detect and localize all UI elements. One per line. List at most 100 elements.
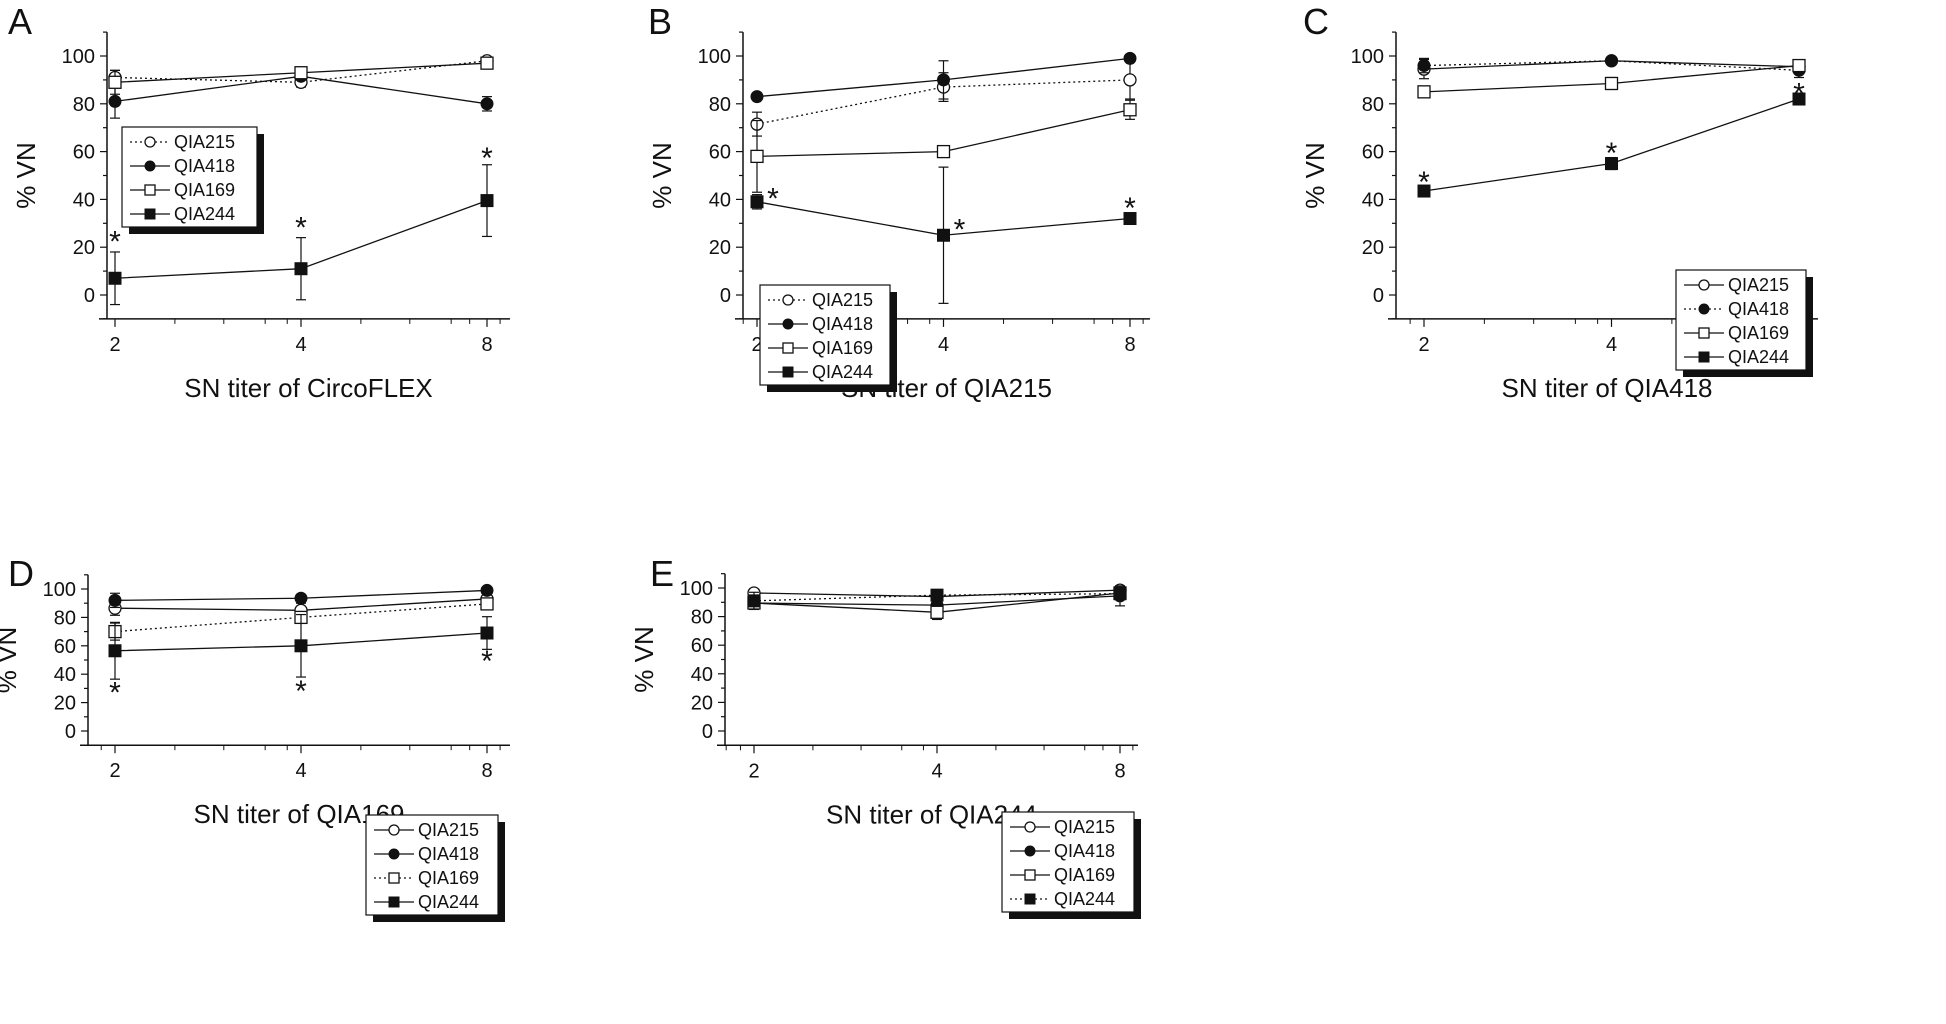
legend: QIA215 QIA418 QIA169 QIA244 [759,284,897,392]
legend-box [1675,269,1807,371]
marker-filled-circle [294,591,308,605]
series-line [753,593,1121,602]
marker-open-square [144,184,156,196]
series-qia244 [750,166,1137,304]
marker-filled-square [747,594,761,608]
y-tick-label: 60 [1362,142,1384,164]
legend-box [759,284,891,386]
x-tick-label: 8 [1114,760,1125,782]
legend-box [1001,811,1135,913]
marker-filled-square [750,195,764,209]
marker-open-square [930,605,944,619]
marker-filled-circle [108,593,122,607]
x-tick-label: 4 [938,334,949,356]
legend-label: QIA169 [174,180,235,200]
y-tick-label: 100 [62,46,95,68]
marker-filled-circle [1024,845,1036,857]
marker-open-circle [1698,279,1710,291]
marker-open-square [1604,76,1619,91]
y-tick-label: 20 [54,693,76,715]
marker-open-circle [1123,73,1137,87]
marker-filled-square [1698,351,1710,363]
legend-box [365,814,499,916]
x-tick-label: 8 [481,760,492,782]
marker-open-square [782,342,794,354]
y-tick-label: 80 [1362,94,1384,116]
marker-open-square [936,144,951,159]
y-axis-title: % VN [1300,142,1330,208]
panel-letter: C [1303,1,1329,42]
significance-star: * [481,645,493,678]
marker-filled-circle [782,318,794,330]
legend-label: QIA244 [812,362,873,382]
x-tick-label: 2 [109,760,120,782]
legend-label: QIA244 [1054,889,1115,909]
x-tick-label: 4 [931,760,942,782]
x-tick-label: 4 [1606,334,1617,356]
panel-letter: E [650,553,674,594]
marker-filled-square [108,271,122,285]
legend: QIA215 QIA418 QIA169 QIA244 [1675,269,1813,377]
significance-star: * [109,676,121,709]
x-tick-label: 2 [109,334,120,356]
legend-label: QIA215 [812,290,873,310]
legend-label: QIA418 [1054,841,1115,861]
legend-label: QIA418 [812,314,873,334]
significance-star: * [954,214,966,247]
legend-label: QIA169 [418,868,479,888]
y-tick-label: 20 [709,237,731,259]
y-tick-label: 80 [54,607,76,629]
y-tick-label: 60 [73,142,95,164]
panel-c: C020406080100248SN titer of QIA418% VN**… [1300,1,1818,403]
x-tick-label: 4 [295,760,306,782]
x-axis-title: SN titer of CircoFLEX [184,373,433,403]
y-tick-label: 20 [73,237,95,259]
y-axis-title: % VN [629,626,659,692]
y-tick-label: 40 [1362,189,1384,211]
y-tick-label: 40 [54,664,76,686]
marker-filled-square [930,588,944,602]
y-tick-label: 60 [54,636,76,658]
marker-filled-square [144,208,156,220]
legend: QIA215 QIA418 QIA169 QIA244 [365,814,505,922]
x-tick-label: 8 [1124,334,1135,356]
y-tick-label: 0 [65,721,76,743]
x-tick-label: 2 [751,334,762,356]
marker-filled-square [937,228,950,242]
marker-open-square [294,66,308,80]
y-tick-label: 20 [691,692,713,714]
series-qia418 [750,51,1137,104]
marker-open-square [750,149,764,164]
panel-a: A 0 20 40 60 80 100 2 4 8 SN titer of CircoFLEX % V… [8,1,510,403]
series-qia169 [750,99,1137,193]
legend-label: QIA169 [1054,865,1115,885]
series-qia169 [1417,58,1806,99]
y-tick-label: 80 [73,94,95,116]
y-tick-label: 40 [691,664,713,686]
x-tick-label: 2 [748,760,759,782]
x-tick-label: 2 [1418,334,1429,356]
legend-label: QIA244 [1728,347,1789,367]
marker-open-square [108,75,122,89]
y-axis-title: % VN [0,627,22,693]
marker-filled-square [480,194,494,208]
y-tick-label: 100 [1351,46,1384,68]
marker-filled-square [294,262,308,276]
y-tick-label: 40 [709,189,731,211]
marker-filled-circle [1417,59,1431,73]
marker-open-circle [1024,821,1036,833]
marker-filled-square [1024,893,1036,905]
marker-filled-circle [937,73,950,87]
y-tick-label: 0 [84,285,95,307]
series-qia418 [108,583,494,609]
x-tick-label: 8 [481,334,492,356]
marker-filled-square [388,896,400,908]
legend-label: QIA418 [174,156,235,176]
series-qia244 [108,613,494,680]
significance-star: * [295,675,307,708]
series-qia169 [108,56,494,95]
significance-star: * [109,226,121,259]
